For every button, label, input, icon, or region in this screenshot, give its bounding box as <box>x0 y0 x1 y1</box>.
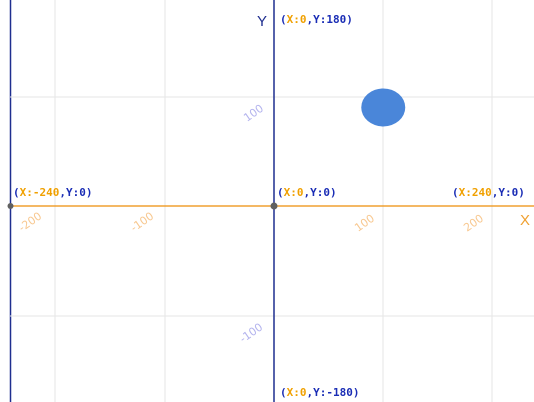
y-tick-plus-100: 100 <box>241 102 266 125</box>
x-axis-left-end-dot <box>7 203 14 209</box>
x-tick-minus-100: -100 <box>128 209 156 234</box>
origin-dot <box>270 202 278 210</box>
x-tick-minus-200: -200 <box>16 209 44 234</box>
y-axis-label: Y <box>257 13 267 30</box>
sprite-ellipse[interactable] <box>361 88 406 127</box>
x-tick-plus-100: 100 <box>352 212 377 235</box>
coord-label-left: (X:-240,Y:0) <box>13 186 93 199</box>
y-tick-minus-100: -100 <box>237 320 265 345</box>
coord-label-right: (X:240,Y:0) <box>452 186 525 199</box>
coord-label-bottom: (X:0,Y:-180) <box>280 386 360 399</box>
coord-label-top: (X:0,Y:180) <box>280 13 353 26</box>
x-axis-label: X <box>520 212 530 229</box>
x-tick-plus-200: 200 <box>461 212 486 235</box>
coord-label-origin: (X:0,Y:0) <box>277 186 337 199</box>
grid <box>10 0 534 402</box>
